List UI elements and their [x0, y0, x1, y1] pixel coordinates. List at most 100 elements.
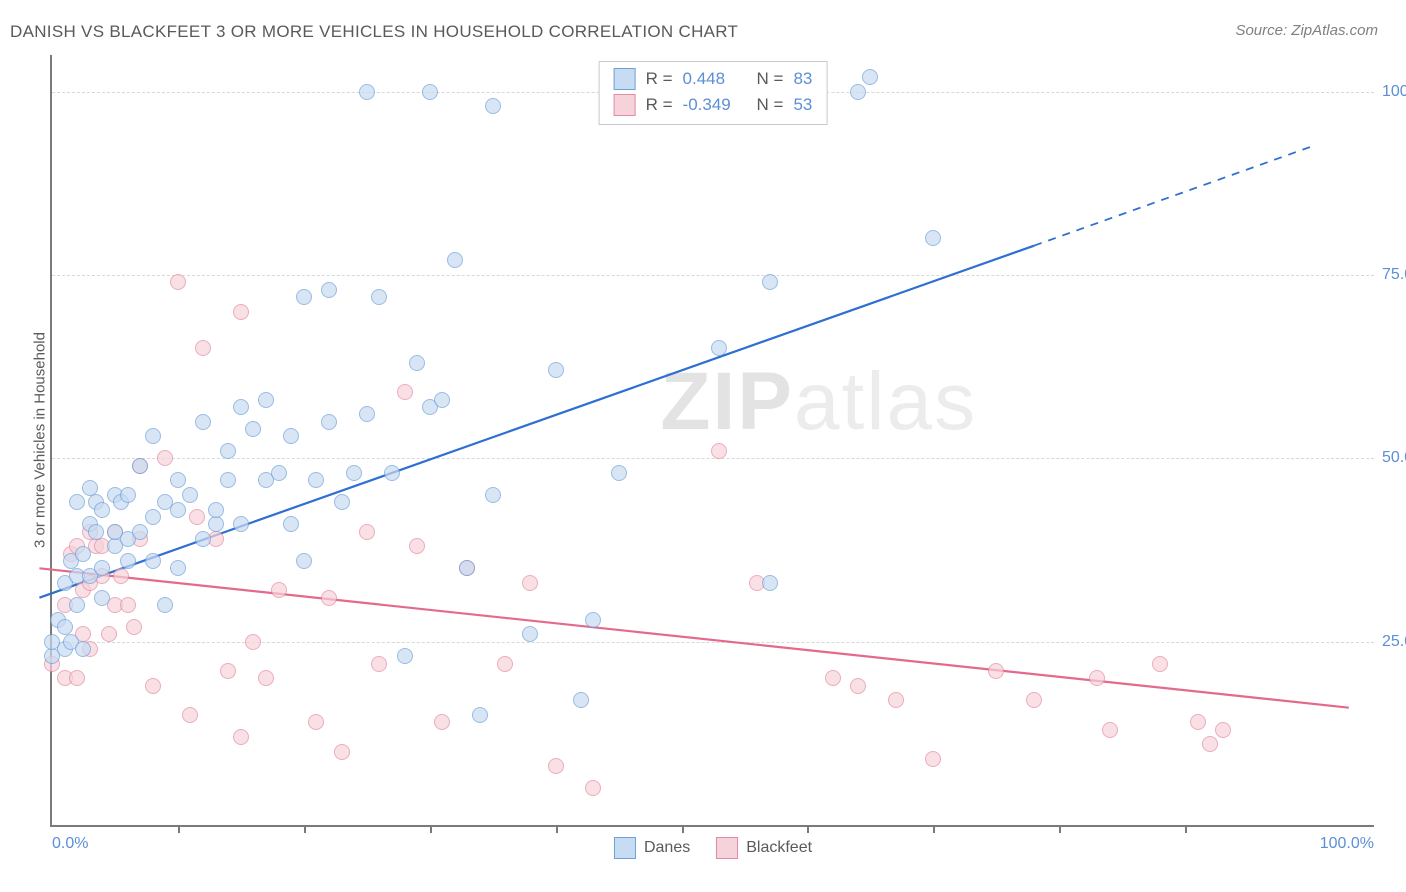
scatter-point — [220, 663, 236, 679]
scatter-point — [75, 641, 91, 657]
scatter-point — [233, 729, 249, 745]
legend-label: Blackfeet — [746, 839, 812, 857]
scatter-point — [548, 362, 564, 378]
scatter-point — [397, 384, 413, 400]
scatter-point — [850, 84, 866, 100]
x-tick-mark — [1059, 825, 1061, 833]
scatter-point — [862, 69, 878, 85]
scatter-point — [145, 553, 161, 569]
scatter-point — [371, 289, 387, 305]
scatter-point — [585, 780, 601, 796]
scatter-point — [611, 465, 627, 481]
scatter-point — [120, 597, 136, 613]
legend-item: Danes — [614, 837, 690, 859]
scatter-point — [334, 744, 350, 760]
scatter-point — [762, 575, 778, 591]
legend-r-label: R = — [646, 66, 673, 92]
gridline — [52, 275, 1374, 276]
legend-swatch — [614, 68, 636, 90]
scatter-point — [245, 421, 261, 437]
scatter-point — [308, 472, 324, 488]
legend-row: R = -0.349N = 53 — [614, 92, 813, 118]
y-tick-label: 50.0% — [1382, 449, 1406, 467]
scatter-point — [434, 392, 450, 408]
legend-r-value: 0.448 — [683, 66, 747, 92]
x-tick-mark — [430, 825, 432, 833]
scatter-point — [233, 516, 249, 532]
legend-label: Danes — [644, 839, 690, 857]
correlation-legend: R = 0.448 N = 83R = -0.349N = 53 — [599, 61, 828, 125]
scatter-point — [925, 230, 941, 246]
scatter-point — [485, 98, 501, 114]
scatter-point — [321, 282, 337, 298]
scatter-point — [409, 538, 425, 554]
legend-n-label: N = — [757, 66, 784, 92]
scatter-point — [485, 487, 501, 503]
scatter-point — [988, 663, 1004, 679]
scatter-point — [245, 634, 261, 650]
scatter-point — [220, 472, 236, 488]
legend-n-value: 83 — [793, 66, 812, 92]
scatter-point — [69, 670, 85, 686]
plot-area: 3 or more Vehicles in Household 25.0%50.… — [50, 55, 1374, 827]
scatter-point — [195, 340, 211, 356]
legend-swatch — [716, 837, 738, 859]
scatter-point — [233, 399, 249, 415]
scatter-point — [157, 450, 173, 466]
scatter-point — [346, 465, 362, 481]
scatter-point — [182, 487, 198, 503]
legend-n-value: 53 — [793, 92, 812, 118]
scatter-point — [157, 597, 173, 613]
scatter-point — [711, 340, 727, 356]
scatter-point — [195, 414, 211, 430]
x-axis-max-label: 100.0% — [1320, 835, 1374, 853]
source-attribution: Source: ZipAtlas.com — [1235, 22, 1378, 39]
scatter-point — [850, 678, 866, 694]
legend-swatch — [614, 94, 636, 116]
x-tick-mark — [556, 825, 558, 833]
x-tick-mark — [682, 825, 684, 833]
y-axis-label: 3 or more Vehicles in Household — [32, 332, 49, 548]
x-tick-mark — [933, 825, 935, 833]
scatter-point — [69, 597, 85, 613]
scatter-point — [132, 458, 148, 474]
scatter-point — [220, 443, 236, 459]
scatter-point — [447, 252, 463, 268]
scatter-point — [359, 406, 375, 422]
watermark: ZIPatlas — [660, 355, 977, 449]
scatter-point — [321, 590, 337, 606]
y-tick-label: 100.0% — [1382, 83, 1406, 101]
scatter-point — [308, 714, 324, 730]
regression-lines — [52, 55, 1374, 825]
scatter-point — [189, 509, 205, 525]
x-tick-mark — [178, 825, 180, 833]
scatter-point — [101, 626, 117, 642]
x-axis-min-label: 0.0% — [52, 835, 88, 853]
gridline — [52, 458, 1374, 459]
scatter-point — [126, 619, 142, 635]
legend-r-value: -0.349 — [683, 92, 747, 118]
y-tick-label: 25.0% — [1382, 633, 1406, 651]
scatter-point — [359, 84, 375, 100]
scatter-point — [434, 714, 450, 730]
scatter-point — [195, 531, 211, 547]
scatter-point — [522, 575, 538, 591]
scatter-point — [1026, 692, 1042, 708]
scatter-point — [762, 274, 778, 290]
scatter-point — [888, 692, 904, 708]
scatter-point — [132, 524, 148, 540]
scatter-point — [145, 678, 161, 694]
scatter-point — [371, 656, 387, 672]
scatter-point — [170, 472, 186, 488]
scatter-point — [359, 524, 375, 540]
scatter-point — [711, 443, 727, 459]
scatter-point — [208, 516, 224, 532]
legend-r-label: R = — [646, 92, 673, 118]
x-tick-mark — [807, 825, 809, 833]
scatter-point — [1215, 722, 1231, 738]
scatter-point — [170, 560, 186, 576]
scatter-point — [825, 670, 841, 686]
y-tick-label: 75.0% — [1382, 266, 1406, 284]
scatter-point — [69, 494, 85, 510]
scatter-point — [283, 516, 299, 532]
